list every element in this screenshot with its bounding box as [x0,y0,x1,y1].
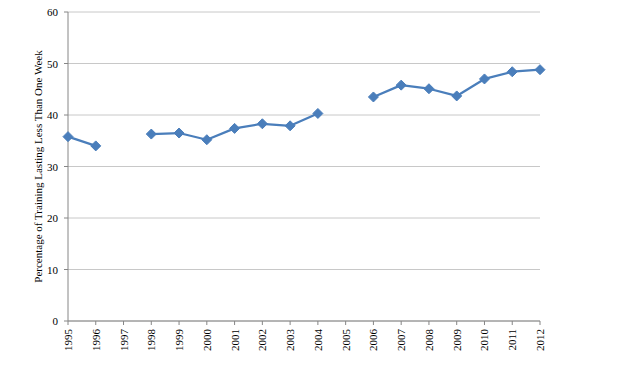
y-tick-label: 30 [47,161,59,173]
marker [146,129,156,139]
marker [202,135,212,145]
x-tick [317,321,318,325]
x-tick-label: 2002 [256,329,268,351]
marker [174,128,184,138]
marker [368,92,378,102]
x-tick [262,321,263,325]
x-tick-label: 1997 [118,329,130,352]
x-tick [123,321,124,325]
x-tick-label: 2005 [340,329,352,352]
x-tick-label: 2006 [367,329,379,352]
grid-line [68,321,540,322]
x-tick-label: 2004 [312,329,324,352]
x-tick-label: 2011 [506,329,518,351]
series [63,65,545,151]
grid-line [68,115,540,116]
x-tick [456,321,457,325]
chart: 0 10 20 30 40 50 60 1995 1996 1997 1998 1999 2000 200… [0,0,620,382]
x-tick-label: 1998 [145,329,157,352]
marker [257,119,267,129]
y-axis-label: Percentage of Training Lasting Less Than… [32,50,44,283]
marker [507,67,517,77]
y-tick [64,63,68,64]
marker [396,80,406,90]
x-tick [540,321,541,325]
y-tick-label: 40 [47,109,59,121]
y-tick [64,218,68,219]
y-tick [64,12,68,13]
x-tick [179,321,180,325]
x-tick-label: 2010 [478,329,490,352]
x-tick [151,321,152,325]
marker [91,141,101,151]
y-tick-label: 50 [47,58,59,70]
marker [479,74,489,84]
x-tick [290,321,291,325]
x-tick-label: 2009 [451,329,463,352]
marker [285,121,295,131]
x-tick [95,321,96,325]
x-tick-label: 2003 [284,329,296,352]
marker [230,123,240,133]
y-tick [64,115,68,116]
x-axis [68,321,540,322]
marker [63,132,73,142]
line [68,70,540,146]
x-tick-label: 1996 [90,329,102,352]
x-tick-label: 2001 [229,329,241,351]
grid-line [68,269,540,270]
x-tick [206,321,207,325]
x-tick-label: 1999 [173,329,185,352]
y-tick-label: 20 [47,212,59,224]
y-tick [64,269,68,270]
x-tick [345,321,346,325]
x-tick [512,321,513,325]
grid-line [68,166,540,167]
x-tick [373,321,374,325]
y-tick [64,321,68,322]
x-tick-label: 2008 [423,329,435,352]
grid-line [68,12,540,13]
y-tick-label: 60 [47,6,59,18]
marker [313,108,323,118]
marker [424,84,434,94]
x-tick-label: 2007 [395,329,407,352]
x-tick-label: 1995 [62,329,74,352]
x-tick [484,321,485,325]
y-tick-label: 0 [53,315,59,327]
x-tick [234,321,235,325]
marker [535,65,545,75]
x-tick [401,321,402,325]
x-tick [428,321,429,325]
x-tick [68,321,69,325]
x-tick-label: 2012 [534,329,546,351]
marker [452,91,462,101]
y-axis [68,12,69,321]
y-tick [64,166,68,167]
x-tick-label: 2000 [201,329,213,352]
grid-line [68,218,540,219]
grid-line [68,63,540,64]
y-tick-label: 10 [47,264,59,276]
